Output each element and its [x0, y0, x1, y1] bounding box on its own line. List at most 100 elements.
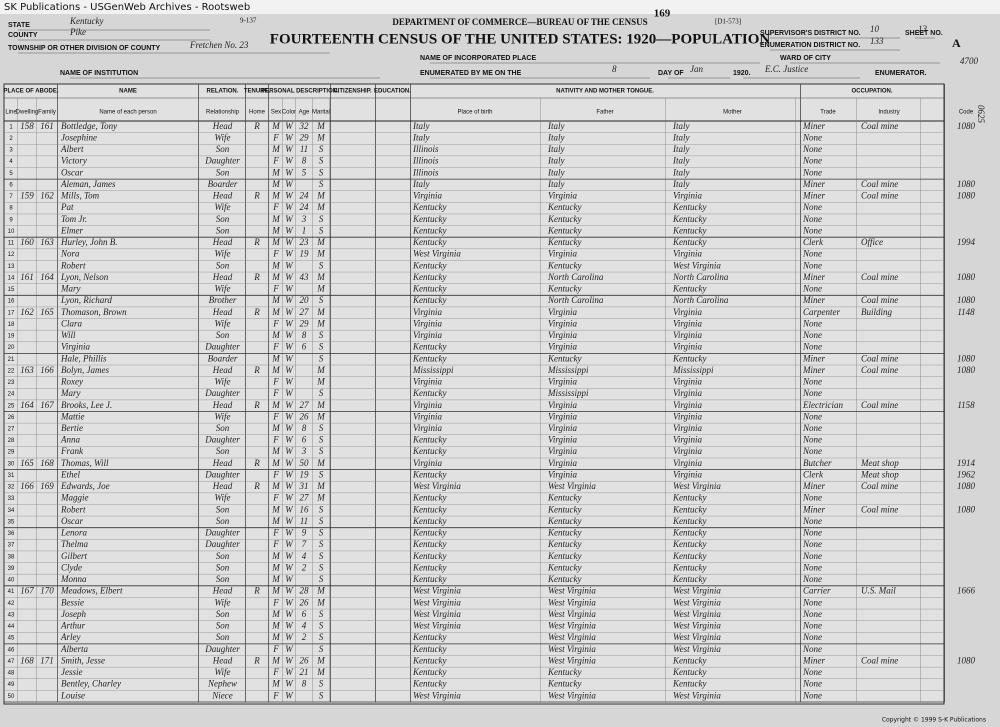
cell: R	[253, 655, 260, 665]
cell: F	[272, 469, 279, 479]
cell: 166	[40, 365, 54, 375]
cell: W	[285, 377, 294, 387]
cell: None	[802, 446, 822, 456]
cell: R	[253, 307, 260, 317]
cell: 1080	[957, 191, 976, 201]
cell: 170	[40, 586, 54, 596]
cell: W	[285, 144, 294, 154]
cell: Kentucky	[412, 342, 446, 352]
cell: Kentucky	[672, 353, 706, 363]
line-number: 43	[8, 612, 15, 618]
cell: Arley	[60, 632, 81, 642]
cell: W	[285, 179, 294, 189]
cell: Head	[212, 272, 233, 282]
cell: M	[316, 191, 325, 201]
cell: Kentucky	[412, 644, 446, 654]
cell: Kentucky	[547, 353, 581, 363]
cell: None	[802, 388, 822, 398]
group-header: TENURE.	[244, 89, 271, 95]
cell: Kentucky	[412, 516, 446, 526]
cell: None	[802, 342, 822, 352]
cell: Maggie	[60, 493, 89, 503]
cell: Kentucky	[412, 295, 446, 305]
cell: None	[802, 284, 822, 294]
cell: None	[802, 632, 822, 642]
cell: Smith, Jesse	[61, 655, 105, 665]
column-header: Age	[299, 110, 310, 116]
column-header: Color	[282, 110, 296, 116]
cell: M	[316, 284, 325, 294]
cell: Kentucky	[412, 388, 446, 398]
cell: 50	[300, 458, 310, 468]
cell: Coal mine	[861, 179, 898, 189]
cell: W	[285, 214, 294, 224]
cell: West Virginia	[548, 481, 596, 491]
cell: Pat	[60, 202, 74, 212]
cell: R	[253, 481, 260, 491]
cell: Meat shop	[860, 469, 899, 479]
cell: M	[316, 318, 325, 328]
cell: 161	[20, 272, 34, 282]
cell: Kentucky	[672, 504, 706, 514]
cell: M	[271, 446, 280, 456]
cell: Ethel	[60, 469, 80, 479]
cell: Coal mine	[861, 655, 898, 665]
cell: F	[272, 411, 279, 421]
cell: North Carolina	[547, 272, 604, 282]
line-number: 38	[8, 554, 15, 560]
cell: Virginia	[548, 435, 577, 445]
cell: Virginia	[413, 411, 442, 421]
cell: M	[271, 272, 280, 282]
cell: 19	[300, 249, 310, 259]
cell: Building	[861, 307, 892, 317]
cell: Italy	[547, 132, 565, 142]
cell: W	[285, 295, 294, 305]
cell: Carpenter	[803, 307, 840, 317]
cell: Italy	[412, 179, 430, 189]
cell: S	[319, 504, 324, 514]
cell: R	[253, 458, 260, 468]
cell: Coal mine	[861, 365, 898, 375]
cell: Kentucky	[412, 551, 446, 561]
cell: Kentucky	[672, 516, 706, 526]
cell: Italy	[672, 156, 690, 166]
line-number: 2	[9, 136, 13, 142]
cell: M	[316, 458, 325, 468]
field-value: E.C. Justice	[764, 64, 808, 74]
cell: Kentucky	[672, 562, 706, 572]
cell: W	[285, 353, 294, 363]
line-number: 46	[8, 647, 15, 653]
line-number: 50	[8, 694, 15, 700]
cell: 26	[300, 411, 310, 421]
line-number: 32	[8, 485, 15, 491]
cell: Bessie	[61, 597, 84, 607]
cell: Virginia	[548, 342, 577, 352]
cell: M	[271, 121, 280, 131]
cell: West Virginia	[673, 586, 721, 596]
cell: Son	[216, 167, 230, 177]
cell: M	[316, 272, 325, 282]
cell: W	[285, 504, 294, 514]
cell: 3	[301, 214, 307, 224]
cell: West Virginia	[548, 632, 596, 642]
cell: F	[272, 435, 279, 445]
cell: Virginia	[413, 307, 442, 317]
cell: R	[253, 586, 260, 596]
cell: Kentucky	[547, 493, 581, 503]
cell: None	[802, 562, 822, 572]
cell: 1994	[957, 237, 976, 247]
cell: Kentucky	[547, 225, 581, 235]
cell: West Virginia	[673, 609, 721, 619]
line-number: 13	[8, 264, 15, 270]
cell: M	[271, 144, 280, 154]
line-number: 37	[8, 543, 15, 549]
cell: M	[271, 353, 280, 363]
cell: Kentucky	[547, 679, 581, 689]
line-number: 7	[9, 194, 13, 200]
cell: Miner	[802, 121, 825, 131]
cell: S	[319, 562, 324, 572]
cell: West Virginia	[413, 690, 461, 700]
cell: Thomason, Brown	[61, 307, 127, 317]
cell: Kentucky	[547, 504, 581, 514]
cell: Coal mine	[861, 353, 898, 363]
